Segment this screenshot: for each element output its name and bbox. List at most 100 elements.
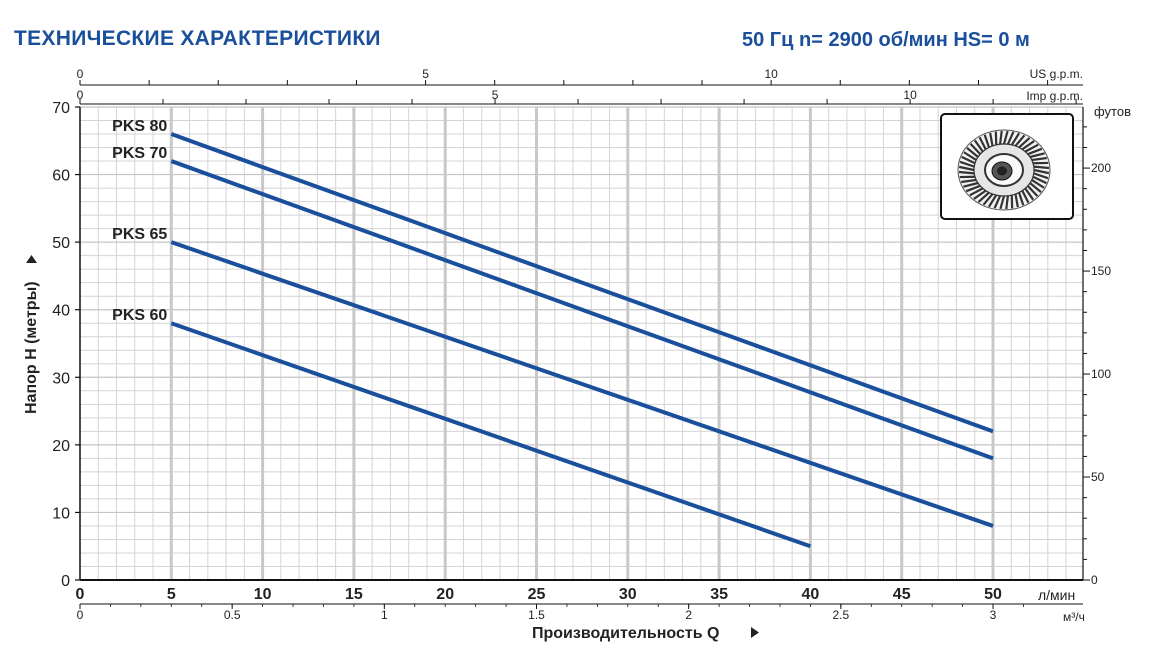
impeller-vane [993,195,1002,209]
us-gpm-tick-label: 5 [422,67,429,81]
impeller-vane [1031,179,1045,189]
impeller-vane [958,165,975,172]
x-tick-label: 25 [528,586,546,603]
impeller-vane [963,181,979,188]
pump-impeller-icon [957,129,1051,211]
impeller-vane [1010,132,1021,146]
imp-gpm-axis-label: Imp g.p.m. [1026,89,1083,103]
series-label: PKS 70 [112,145,167,162]
feet-axis: футов 0 50 100 150 200 [1083,104,1131,587]
x-tick-label: 5 [167,586,176,603]
series-line [170,159,994,461]
impeller-vane [999,195,1006,210]
y-tick-label: 0 [61,573,70,590]
y-axis: Напор H (метры) 0 10 20 30 40 50 60 70 [23,100,80,590]
impeller-vane [961,155,976,165]
impeller-vane [1032,175,1047,185]
impeller-vane [1033,165,1050,170]
feet-tick-label: 0 [1091,573,1098,587]
y-tick-label: 60 [52,168,70,185]
impeller-vane [998,130,1003,145]
feet-tick-label: 100 [1091,367,1111,381]
impeller-vane [1024,143,1039,153]
imp-gpm-tick-label: 10 [903,88,917,102]
impeller-vane [1006,131,1015,145]
impeller-vane [969,143,982,155]
x-tick-label: 30 [619,586,637,603]
m3h-tick-label: 2.5 [832,608,849,622]
imp-gpm-tick-label: 0 [77,88,84,102]
impeller-vane [966,147,979,158]
impeller-vane [1014,134,1026,147]
impeller-vane [977,191,990,203]
impeller-vane [978,136,987,150]
series-label: PKS 80 [112,118,167,135]
impeller-vane [1017,192,1025,206]
impeller-vane [1031,156,1047,162]
series-label: PKS 65 [112,226,167,243]
y-tick-label: 70 [52,100,70,117]
x-axis-title: Производительность Q [532,625,719,642]
page-title: ТЕХНИЧЕСКИЕ ХАРАКТЕРИСТИКИ [14,27,381,50]
y-tick-label: 40 [52,303,70,320]
m3h-axis-label: м³/ч [1063,610,1085,624]
x-tick-label: 40 [802,586,820,603]
series-line [170,321,812,549]
operating-conditions: 50 Гц n= 2900 об/мин HS= 0 м [742,29,1030,51]
impeller-vane [1029,182,1042,193]
impeller-vane [982,193,994,206]
y-tick-label: 50 [52,235,70,252]
impeller-vane [1021,140,1035,151]
m3h-tick-label: 3 [990,608,997,622]
y-tick-label: 20 [52,438,70,455]
y-tick-label: 30 [52,370,70,387]
impeller-vane [989,132,994,147]
m3h-tick-label: 1.5 [528,608,545,622]
top-axes: US g.p.m. Imp g.p.m. 0 5 10 0 5 10 [77,67,1083,105]
x-tick-label: 35 [710,586,728,603]
impeller-vane [973,139,984,153]
impeller-vane [963,151,977,161]
feet-tick-label: 200 [1091,161,1111,175]
m3h-tick-label: 1 [381,608,388,622]
x-tick-label: 15 [345,586,363,603]
x-tick-label: 45 [893,586,911,603]
impeller-vane [1027,147,1043,156]
impeller-vane [983,134,991,148]
series-label: PKS 60 [112,307,167,324]
impeller-vane [1029,152,1045,159]
impeller-vane [958,170,975,175]
x-unit-label: л/мин [1038,587,1075,603]
impeller-inset [940,113,1074,220]
imp-gpm-tick-label: 5 [492,88,499,102]
series-line [170,240,994,528]
impeller-vane [987,194,998,208]
bottom-axes: л/мин м³/ч Производительность Q 0 5 10 15 20… [76,586,1085,642]
x-tick-label: 0 [76,586,85,603]
y-axis-arrow-icon [26,255,37,263]
y-axis-title: Напор H (метры) [23,281,40,414]
impeller-vane [1002,130,1009,145]
m3h-tick-label: 0 [77,608,84,622]
impeller-vane [1014,193,1019,208]
impeller-vane [1026,185,1039,197]
impeller-vane [1021,190,1030,204]
y-tick-label: 10 [52,505,70,522]
impeller-vane [1033,168,1050,175]
impeller-vane [1018,137,1031,149]
impeller-vane [961,178,977,184]
series-layer: PKS 80 PKS 70 PKS 65 PKS 60 [112,118,994,549]
impeller-vane [965,184,981,193]
x-tick-label: 20 [436,586,454,603]
us-gpm-tick-label: 0 [77,67,84,81]
m3h-tick-label: 2 [685,608,692,622]
impeller-vane [973,189,987,200]
m3h-tick-label: 0.5 [224,608,241,622]
x-axis-arrow-icon [751,627,759,638]
impeller-vane [1005,195,1010,210]
impeller-vane [1024,187,1035,201]
impeller-vane [959,160,975,168]
x-tick-label: 50 [984,586,1002,603]
impeller-shaft [997,166,1007,176]
